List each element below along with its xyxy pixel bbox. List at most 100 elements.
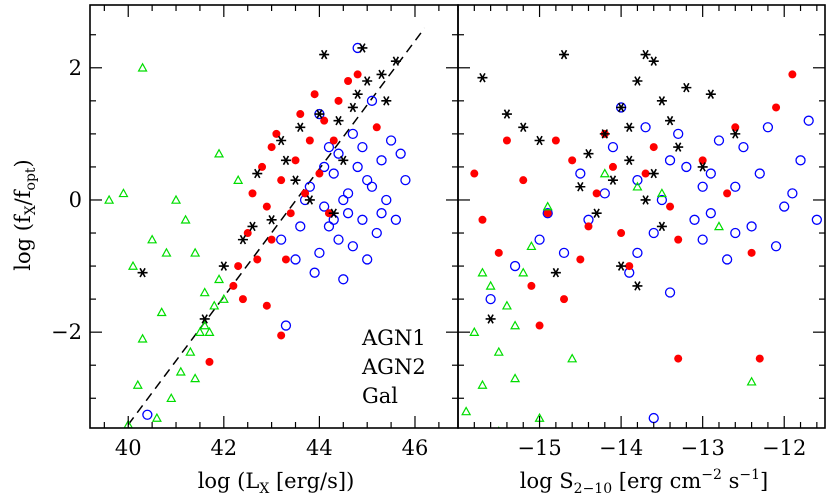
data-point [519,176,528,185]
data-point [372,123,381,132]
data-point [485,280,496,290]
right-x-axis-label: log S2−10 [erg cm−2 s−1] [520,467,768,497]
data-point [624,122,635,133]
data-point [390,214,402,225]
data-point [575,182,586,192]
data-point [376,208,387,219]
data-point [218,261,229,271]
data-point [632,247,643,259]
data-point [535,321,544,330]
data-point [277,331,286,340]
data-point [151,412,162,422]
data-point [518,267,529,277]
y-axis-label: log (fX/fopt) [11,159,39,271]
data-point [295,221,306,232]
data-point [320,116,329,125]
data-point [584,222,593,231]
data-point [175,366,186,376]
data-point [648,56,659,66]
data-point [104,194,115,204]
data-point [591,208,602,218]
data-point [252,168,263,179]
x-tick-label: −14 [599,436,643,460]
data-point [485,314,496,324]
data-point [262,202,271,211]
data-point [156,307,167,317]
data-point [357,43,368,53]
data-point [550,267,561,278]
data-point [309,267,320,278]
data-point [390,56,401,66]
data-point [803,115,814,126]
data-point [347,102,358,113]
data-point [385,135,397,146]
left-ticks [90,5,458,428]
data-point [323,141,335,153]
data-point [147,234,158,244]
data-point [137,333,148,343]
data-point [258,162,267,171]
data-point [338,194,349,206]
data-point [166,393,177,403]
data-point [352,89,363,99]
data-point [689,214,700,225]
data-point [357,141,368,153]
data-point [640,195,651,205]
data-point [664,155,676,166]
data-point [599,188,610,199]
data-point [338,155,349,166]
data-point [333,115,344,126]
data-point [568,156,577,165]
data-point [477,379,488,389]
data-point [666,202,675,211]
data-point [381,194,392,206]
data-point [713,135,725,146]
data-point [304,195,315,205]
data-point [338,274,349,285]
data-point [334,96,343,105]
data-point [509,260,521,272]
right-series-1 [470,70,797,363]
x-tick-label: 40 [115,436,142,460]
data-point [746,221,757,232]
data-point [247,221,258,232]
data-point [329,136,338,145]
data-point [494,248,503,257]
data-point [543,209,552,218]
data-point [617,229,626,238]
data-point [674,235,683,244]
data-point [199,314,210,324]
data-point [705,168,716,179]
data-point [333,234,344,245]
data-point [233,174,244,184]
data-point [673,142,684,152]
data-point [730,129,741,139]
data-point [648,168,659,179]
data-point [291,156,300,165]
data-point [248,189,257,198]
data-point [280,320,292,331]
data-point [608,162,617,171]
data-point [304,181,315,192]
x-tick-label: 46 [402,436,429,460]
data-point [641,169,650,178]
data-point [632,281,643,291]
data-point [640,49,651,60]
data-point [788,70,797,79]
left-series-1 [205,70,381,366]
data-point [328,168,339,179]
data-point [295,122,306,133]
data-point [713,221,724,231]
left-series-0 [142,42,411,420]
data-point [551,136,560,145]
data-point [567,353,578,363]
x-tick-label: −12 [762,436,806,460]
data-point [314,109,325,119]
data-point [681,82,692,93]
data-point [656,96,667,106]
data-point [575,168,586,179]
data-point [705,89,716,99]
data-point [218,293,229,303]
data-point [323,221,335,232]
data-point [583,148,594,159]
